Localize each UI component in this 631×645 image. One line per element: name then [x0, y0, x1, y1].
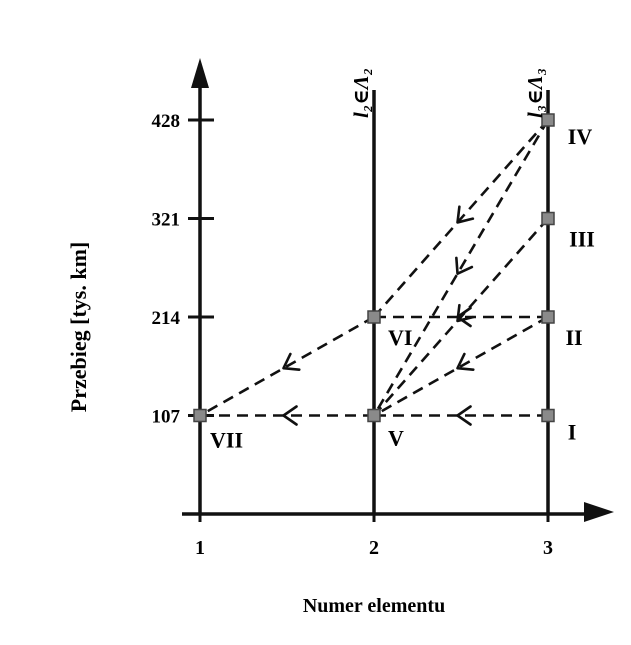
- node-label-V: V: [388, 426, 404, 451]
- y-tick-label: 107: [152, 407, 181, 428]
- line-label-3: l₃∈Λ₃: [523, 68, 547, 118]
- y-ticks: 107 214 321 428: [152, 111, 214, 428]
- x-ticks: 1 2 3: [195, 506, 553, 559]
- edge-arrow: [456, 205, 475, 224]
- edge-arrow: [282, 405, 298, 426]
- y-tick-label: 214: [152, 308, 181, 329]
- node-label-III: III: [569, 227, 595, 252]
- node-label-VII: VII: [210, 428, 243, 453]
- edge-VI-VII: [199, 315, 375, 417]
- node-V: [367, 408, 381, 423]
- node-VII: [193, 408, 207, 423]
- edge-arrow: [455, 256, 474, 275]
- y-tick-label: 428: [152, 111, 181, 132]
- axes: [182, 58, 614, 522]
- edge-IV-V: [372, 119, 550, 417]
- line-labels: l₂∈Λ₂ l₃∈Λ₃: [349, 68, 547, 118]
- line-label-2: l₂∈Λ₂: [349, 68, 373, 118]
- edge-arrow: [456, 405, 472, 426]
- node-III: [541, 211, 555, 226]
- x-tick-label: 2: [369, 537, 379, 559]
- edge-arrow: [456, 303, 475, 323]
- edge-III-V: [373, 217, 549, 417]
- nodes: [193, 113, 555, 423]
- node-VI: [367, 310, 381, 324]
- node-label-II: II: [565, 325, 582, 350]
- element-lines: [372, 90, 550, 514]
- x-axis-title: Numer elementu: [303, 595, 445, 617]
- node-label-I: I: [568, 420, 577, 445]
- x-tick-label: 3: [543, 537, 553, 559]
- x-tick-label: 1: [195, 537, 205, 559]
- y-tick-label: 321: [152, 210, 181, 231]
- x-axis-arrowhead: [584, 502, 614, 522]
- node-IV: [541, 113, 555, 127]
- node-label-VI: VI: [388, 325, 412, 350]
- y-axis-arrowhead: [191, 58, 209, 88]
- edge-arrow: [282, 352, 301, 371]
- edges: [199, 119, 550, 426]
- edge-IV-VI: [373, 119, 549, 318]
- edge-arrow: [456, 352, 475, 371]
- node-II: [541, 310, 555, 324]
- edge-II-V: [373, 315, 549, 417]
- y-axis-title: Przebieg [tys. km]: [66, 242, 91, 412]
- node-label-IV: IV: [568, 124, 593, 149]
- node-I: [541, 408, 555, 423]
